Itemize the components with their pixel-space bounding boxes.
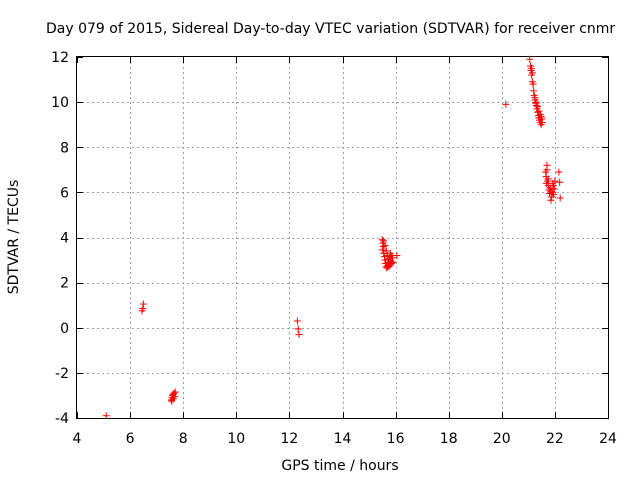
x-tick-label: 20: [493, 431, 511, 447]
data-point: [532, 98, 540, 106]
data-point: [544, 175, 552, 183]
data-point: [542, 179, 550, 187]
data-point: [294, 325, 302, 333]
y-tick-label: 0: [60, 321, 69, 337]
y-tick-label: 8: [60, 140, 69, 156]
data-point: [538, 113, 546, 121]
x-tick-label: 6: [126, 431, 135, 447]
x-tick-label: 10: [227, 431, 245, 447]
data-point: [378, 246, 386, 254]
data-point: [502, 100, 510, 108]
data-points: [102, 55, 564, 420]
data-point: [547, 196, 555, 204]
x-tick-label: 16: [387, 431, 405, 447]
y-tick-label: 10: [51, 95, 69, 111]
y-tick-label: -2: [55, 366, 69, 382]
data-point: [388, 254, 396, 262]
data-point: [170, 389, 178, 397]
data-point: [535, 107, 543, 115]
x-tick-label: 14: [334, 431, 352, 447]
data-point: [534, 103, 542, 111]
y-tick-label: -4: [55, 411, 69, 427]
plot-frame: [76, 56, 609, 419]
data-point: [382, 247, 390, 255]
data-point: [295, 331, 303, 339]
y-tick-label: 6: [60, 185, 69, 201]
x-tick-label: 18: [440, 431, 458, 447]
x-tick-label: 24: [599, 431, 617, 447]
y-axis-label: SDTVAR / TECUs: [6, 180, 22, 295]
data-point: [171, 388, 179, 396]
data-point: [169, 395, 177, 403]
data-point: [550, 191, 558, 199]
y-tick-label: 4: [60, 231, 69, 247]
data-point: [556, 178, 564, 186]
data-point: [102, 412, 110, 420]
data-point: [378, 236, 386, 244]
axis-ticks: [77, 57, 609, 419]
data-point: [551, 177, 559, 185]
data-point: [139, 300, 147, 308]
data-point: [550, 182, 558, 190]
grid-lines: [77, 57, 608, 418]
data-point: [528, 69, 536, 77]
data-point: [530, 87, 538, 95]
y-tick-label: 12: [51, 50, 69, 66]
data-point: [531, 94, 539, 102]
data-point: [293, 317, 301, 325]
data-point: [389, 258, 397, 266]
data-point: [550, 185, 558, 193]
x-tick-label: 4: [73, 431, 82, 447]
y-tick-label: 2: [60, 276, 69, 292]
x-tick-label: 22: [546, 431, 564, 447]
data-point: [526, 55, 534, 63]
data-point: [380, 237, 388, 245]
data-point: [381, 241, 389, 249]
data-point: [538, 118, 546, 126]
data-point: [555, 168, 563, 176]
data-point: [388, 259, 396, 267]
x-axis-label: GPS time / hours: [281, 458, 398, 474]
x-tick-labels: 4 6 8 10 12 14 16 18 20 22 24: [73, 431, 617, 447]
data-point: [543, 166, 551, 174]
data-point: [556, 194, 564, 202]
data-point: [529, 80, 537, 88]
data-point: [139, 305, 147, 313]
chart-title: Day 079 of 2015, Sidereal Day-to-day VTE…: [46, 21, 615, 37]
y-tick-labels: -4 -2 0 2 4 6 8 10 12: [51, 50, 69, 427]
data-point: [528, 64, 536, 72]
x-tick-label: 8: [179, 431, 188, 447]
data-point: [393, 252, 401, 260]
x-tick-label: 12: [280, 431, 298, 447]
data-point: [386, 249, 394, 257]
